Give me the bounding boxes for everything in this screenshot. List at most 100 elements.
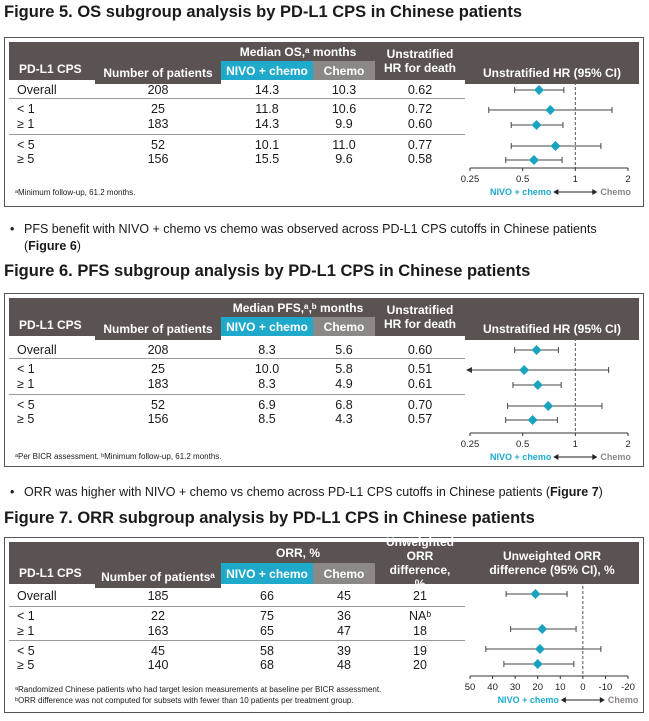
tick-label: 0.25 — [461, 174, 480, 185]
tick-label: 0.25 — [461, 439, 480, 450]
cps-cell: < 5 — [17, 138, 35, 152]
hr-cell: 0.57 — [407, 412, 433, 426]
cps-cell: Overall — [17, 589, 57, 603]
tick-label: 2 — [625, 174, 630, 185]
favor-arrow-right-icon — [599, 697, 605, 703]
col-header-patients: Number of patients — [95, 298, 221, 340]
divider — [9, 606, 465, 607]
col-header-nivo: NIVO + chemo — [221, 563, 313, 584]
hr-cell: 0.58 — [407, 152, 433, 166]
estimate-diamond — [531, 345, 542, 355]
patients-cell: 183 — [147, 117, 169, 131]
figure6-panel: PD-L1 CPS Number of patients Median PFS,… — [4, 293, 644, 467]
estimate-diamond — [531, 120, 542, 130]
col-header-median: Median PFS,ᵃ,ᵇ months — [221, 298, 375, 317]
estimate-diamond — [534, 644, 545, 654]
col-header-patients: Number of patients — [95, 42, 221, 84]
tick-label: 10 — [555, 682, 566, 693]
chemo-cell: 11.0 — [332, 138, 356, 152]
col-header-orr: ORR, % — [221, 542, 375, 563]
hr-cell: 0.77 — [407, 138, 433, 152]
estimate-diamond — [527, 415, 538, 425]
tick-label: -20 — [621, 682, 635, 693]
patients-cell: 183 — [147, 377, 169, 391]
col-header-patients: Number of patientsᵃ — [95, 542, 221, 588]
col-header-chemo: Chemo — [313, 317, 375, 336]
chemo-cell: 45 — [337, 589, 351, 603]
tick-label: 30 — [510, 682, 521, 693]
figure5-footnote: ᵃMinimum follow-up, 61.2 months. — [15, 188, 136, 197]
patients-cell: 22 — [151, 609, 165, 623]
col-header-cps: PD-L1 CPS — [9, 42, 95, 80]
figure7-footnote: ᵃRandomized Chinese patients who had tar… — [15, 685, 382, 694]
favor-arrow-left-icon — [553, 454, 559, 460]
figure5-title: Figure 5. OS subgroup analysis by PD-L1 … — [4, 3, 523, 21]
tick-label: 0 — [580, 682, 585, 693]
bullet-dot-icon: • — [10, 485, 15, 499]
chemo-cell: 5.8 — [335, 362, 353, 376]
nivo-cell: 65 — [260, 624, 274, 638]
estimate-diamond — [545, 105, 556, 115]
orr-diff-cell: NAᵇ — [408, 609, 432, 623]
hr-cell: 0.72 — [407, 102, 433, 116]
cps-cell: < 1 — [17, 362, 35, 376]
col-header-chemo: Chemo — [313, 563, 375, 584]
patients-cell: 208 — [147, 83, 169, 97]
bullet-text: ORR was higher with NIVO + chemo vs chem… — [24, 485, 551, 499]
bullet-pfs: • PFS benefit with NIVO + chemo vs chemo… — [10, 222, 597, 253]
cps-cell: Overall — [17, 83, 57, 97]
hr-cell: 0.61 — [407, 377, 433, 391]
hr-cell: 0.51 — [407, 362, 433, 376]
nivo-cell: 10.0 — [254, 362, 280, 376]
nivo-cell: 58 — [260, 644, 274, 658]
figure6-footnote: ᵃPer BICR assessment. ᵇMinimum follow-up… — [15, 452, 222, 461]
cps-cell: Overall — [17, 343, 57, 357]
figure-ref: Figure 7 — [550, 485, 599, 499]
patients-cell: 45 — [151, 644, 165, 658]
favor-nivo-label: NIVO + chemo — [498, 695, 560, 705]
col-header-hr: Unstratified HR for death — [375, 42, 465, 80]
divider — [9, 640, 465, 641]
patients-cell: 140 — [147, 658, 169, 672]
hr-cell: 0.60 — [407, 343, 433, 357]
col-header-cps: PD-L1 CPS — [9, 542, 95, 584]
tick-label: 20 — [532, 682, 543, 693]
chemo-cell: 9.9 — [335, 117, 353, 131]
forest-plot-os: 0.25 0.5 1 2 NIVO + chemo Chemo — [461, 82, 631, 197]
patients-cell: 185 — [147, 589, 169, 603]
figure7-footnote-2: ᵇORR difference was not computed for sub… — [15, 696, 354, 705]
ci-arrow-icon — [466, 367, 472, 373]
nivo-cell: 8.3 — [258, 343, 276, 357]
estimate-diamond — [519, 365, 530, 375]
cps-cell: < 5 — [17, 398, 35, 412]
col-header-plot: Unstratified HR (95% CI) — [465, 42, 639, 84]
nivo-cell: 11.8 — [255, 102, 279, 116]
chemo-cell: 10.3 — [331, 83, 357, 97]
patients-cell: 52 — [151, 138, 165, 152]
nivo-cell: 8.3 — [258, 377, 276, 391]
patients-cell: 163 — [147, 624, 169, 638]
estimate-diamond — [537, 624, 548, 634]
col-header-median: Median OS,ᵃ months — [221, 42, 375, 61]
cps-cell: ≥ 1 — [17, 117, 35, 131]
figure7-panel: PD-L1 CPS Number of patientsᵃ ORR, % NIV… — [4, 535, 644, 713]
favor-arrow-left-icon — [560, 697, 566, 703]
chemo-cell: 6.8 — [335, 398, 353, 412]
cps-cell: ≥ 5 — [17, 412, 35, 426]
patients-cell: 25 — [151, 102, 165, 116]
estimate-diamond — [532, 659, 543, 669]
hr-cell: 0.70 — [407, 398, 433, 412]
favor-arrow-left-icon — [553, 189, 559, 195]
col-header-plot: Unstratified HR (95% CI) — [465, 298, 639, 340]
col-header-nivo: NIVO + chemo — [221, 61, 313, 80]
nivo-cell: 75 — [260, 609, 274, 623]
favor-chemo-label: Chemo — [600, 187, 631, 197]
chemo-cell: 4.3 — [335, 412, 353, 426]
estimate-diamond — [532, 380, 543, 390]
bullet-text: PFS benefit with NIVO + chemo vs chemo w… — [24, 222, 597, 236]
bullet-dot-icon: • — [10, 222, 15, 236]
nivo-cell: 66 — [260, 589, 274, 603]
nivo-cell: 15.5 — [254, 152, 280, 166]
favor-chemo-label: Chemo — [600, 452, 631, 462]
patients-cell: 52 — [151, 398, 165, 412]
